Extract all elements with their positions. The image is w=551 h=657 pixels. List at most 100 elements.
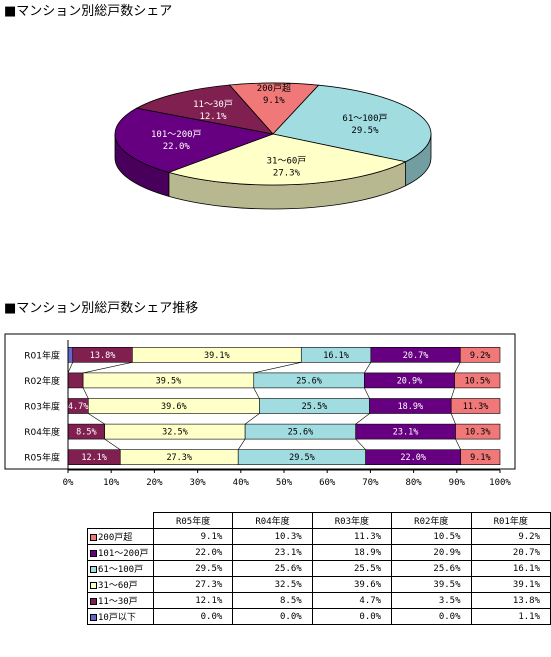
table-cell: 39.6% <box>311 576 393 593</box>
bar-data-label: 8.5% <box>76 428 96 438</box>
table-row: 61～100戸 29.5% 25.6% 25.5% 25.6% 16.1% <box>87 560 551 577</box>
table-header-row: R05年度 R04年度 R03年度 R02年度 R01年度 <box>87 512 551 529</box>
legend-swatch <box>90 582 97 589</box>
table-cell: 25.5% <box>311 560 393 577</box>
table-col-header: R03年度 <box>311 512 393 529</box>
pie-slice-value: 29.5% <box>351 126 379 136</box>
table-cell: 20.7% <box>470 544 551 561</box>
table-row-label: 200戸超 <box>87 528 154 545</box>
series-line <box>88 413 105 425</box>
series-line <box>355 438 366 450</box>
series-line <box>83 362 133 374</box>
pie-slice-value: 27.3% <box>273 168 301 178</box>
bar-data-label: 20.9% <box>397 376 423 386</box>
x-tick-label: 80% <box>405 478 422 488</box>
table-cell: 22.0% <box>152 544 234 561</box>
series-line <box>82 387 89 399</box>
table-col-header: R04年度 <box>232 512 313 529</box>
x-tick-label: 70% <box>362 478 379 488</box>
bar-segment <box>67 347 74 363</box>
series-line <box>364 387 370 399</box>
series-line <box>253 387 260 399</box>
x-tick-label: 20% <box>146 478 163 488</box>
bar-category-label: R04年度 <box>24 426 60 438</box>
table-cell: 32.5% <box>232 576 313 593</box>
legend-label: 61～100戸 <box>98 565 144 575</box>
series-line <box>450 413 456 425</box>
table-row: 101～200戸 22.0% 23.1% 18.9% 20.9% 20.7% <box>87 544 551 561</box>
series-line <box>104 438 121 450</box>
table-cell: 0.0% <box>311 608 393 625</box>
table-cell: 39.1% <box>470 576 551 593</box>
table-cell: 10.5% <box>391 528 472 545</box>
series-line <box>450 387 455 399</box>
bar-data-label: 25.5% <box>302 402 328 412</box>
table-row: 200戸超 9.1% 10.3% 11.3% 10.5% 9.2% <box>87 528 551 545</box>
bar-segment <box>459 347 501 363</box>
table-cell: 11.3% <box>311 528 393 545</box>
table-cell: 23.1% <box>232 544 313 561</box>
table-row-label: 31～60戸 <box>87 576 154 593</box>
x-tick-label: 0% <box>63 478 74 488</box>
table-row: 31～60戸 27.3% 32.5% 39.6% 39.5% 39.1% <box>87 576 551 593</box>
bar-data-label: 39.6% <box>161 402 187 412</box>
legend-swatch <box>90 566 97 573</box>
series-line <box>237 438 246 450</box>
bar-data-label: 25.6% <box>296 376 322 386</box>
bar-category-label: R03年度 <box>24 401 60 413</box>
x-tick-label: 40% <box>233 478 250 488</box>
bar-segment <box>454 372 501 389</box>
share-data-table: R05年度 R04年度 R03年度 R02年度 R01年度 200戸超 9.1% 1… <box>87 512 551 625</box>
pie-slice-label: 31～60戸 <box>267 155 307 166</box>
table-row: 11～30戸 12.1% 8.5% 4.7% 3.5% 13.8% <box>87 592 551 609</box>
x-tick-label: 100% <box>489 478 511 488</box>
pie-slice-label: 200戸超 <box>257 82 291 94</box>
table-col-header: R01年度 <box>470 512 551 529</box>
legend-swatch <box>90 534 97 541</box>
legend-label: 11～30戸 <box>98 597 138 607</box>
table-cell: 9.1% <box>152 528 234 545</box>
bar-data-label: 32.5% <box>162 428 188 438</box>
table-cell: 29.5% <box>152 560 234 577</box>
series-line <box>355 413 370 425</box>
pie-chart-title: ■マンション別総戸数シェア <box>4 4 173 19</box>
pie-slice <box>228 82 320 135</box>
pie-slice-label: 61～100戸 <box>342 113 387 124</box>
table-cell: 0.0% <box>391 608 472 625</box>
table-cell: 16.1% <box>470 560 551 577</box>
table-row-label: 101～200戸 <box>87 544 154 561</box>
table-cell: 8.5% <box>232 592 313 609</box>
pie-labels: 200戸超 9.1% 61～100戸 29.5% 31～60戸 27.3% 101～200戸… <box>151 82 387 178</box>
bar-data-label: 11.3% <box>463 402 489 412</box>
pie-slice-label: 11～30戸 <box>193 99 233 110</box>
bar-data-label: 22.0% <box>400 453 426 463</box>
x-tick-label: 90% <box>449 478 466 488</box>
table-row: 10戸以下 0.0% 0.0% 0.0% 0.0% 1.1% <box>87 608 551 625</box>
table-cell: 0.0% <box>152 608 234 625</box>
pie-slice-label: 101～200戸 <box>151 129 202 140</box>
bar-data-label: 9.1% <box>470 453 490 463</box>
table-cell: 25.6% <box>391 560 472 577</box>
pie-slice <box>167 133 407 186</box>
pie-slice-value: 12.1% <box>199 112 227 122</box>
stacked-bar-chart: 13.8% 39.1% 16.1% 20.7% 9.2% 39.5% 25.6% 20.9% 1… <box>4 333 516 488</box>
bar-chart-title: ■マンション別総戸数シェア推移 <box>4 301 199 316</box>
pie-chart: 200戸超 9.1% 61～100戸 29.5% 31～60戸 27.3% 101～200戸… <box>114 82 432 210</box>
bar-data-label: 39.5% <box>156 376 182 386</box>
table-row-label: 10戸以下 <box>87 608 154 625</box>
bar-segment <box>460 449 501 465</box>
bar-data-label: 23.1% <box>393 428 419 438</box>
bar-data-label: 10.3% <box>465 428 491 438</box>
legend-label: 10戸以下 <box>98 613 136 623</box>
legend-swatch <box>90 550 97 557</box>
series-line <box>253 362 302 374</box>
legend-label: 31～60戸 <box>98 581 138 591</box>
bar-category-label: R02年度 <box>24 375 60 387</box>
x-tick-label: 30% <box>189 478 206 488</box>
table-cell: 39.5% <box>391 576 472 593</box>
table-cell: 9.2% <box>470 528 551 545</box>
x-tick-label: 10% <box>103 478 120 488</box>
bar-data-label: 4.7% <box>68 402 88 412</box>
pie-slice-value: 9.1% <box>263 96 285 106</box>
table-cell: 13.8% <box>470 592 551 609</box>
